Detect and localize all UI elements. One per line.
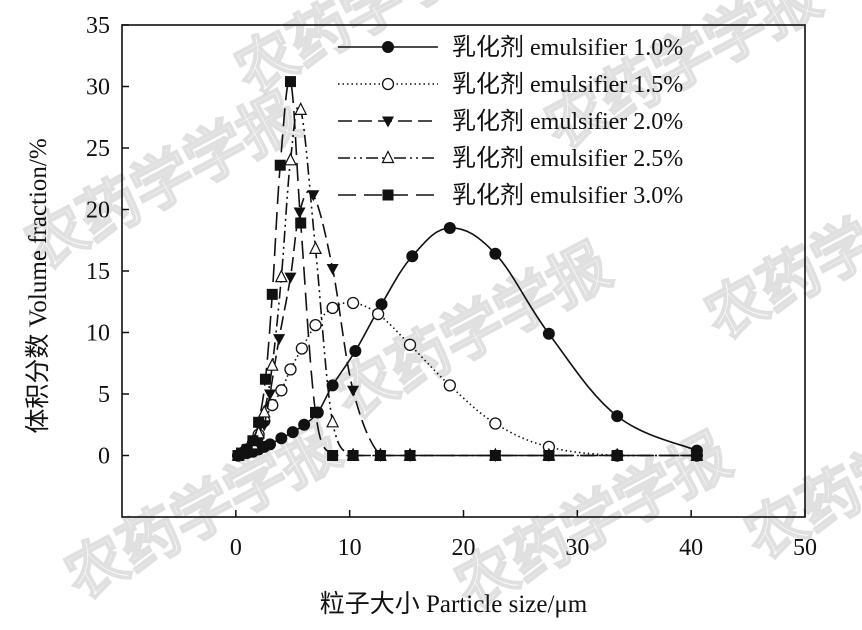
data-point	[294, 102, 308, 115]
data-point	[247, 435, 259, 447]
data-point	[381, 77, 395, 91]
y-tick-label: 5	[98, 382, 110, 408]
data-point	[542, 327, 555, 340]
y-tick-label: 15	[86, 259, 110, 285]
watermark-text: 农药学学报	[694, 151, 862, 354]
legend-label: 乳化剂 emulsifier 1.0%	[452, 34, 683, 61]
data-point	[691, 450, 703, 461]
x-axis-title: 粒子大小 Particle size/μm	[320, 590, 588, 618]
y-tick-label: 0	[98, 444, 110, 470]
data-point	[443, 379, 456, 392]
data-point	[236, 447, 248, 459]
data-point	[259, 373, 271, 385]
data-point	[382, 41, 394, 53]
watermark-text: 农药学学报	[324, 231, 622, 434]
data-point	[347, 385, 360, 397]
data-point	[241, 443, 253, 455]
legend-item: 乳化剂 emulsifier 2.5%	[338, 145, 683, 172]
data-point	[307, 190, 320, 202]
data-point	[309, 241, 322, 254]
x-tick-label: 10	[338, 535, 362, 561]
data-point	[298, 418, 311, 431]
y-tick-label: 20	[86, 198, 110, 224]
data-point	[381, 150, 395, 164]
legend: 乳化剂 emulsifier 1.0% 乳化剂 emulsifier 1.5% 乳化…	[338, 34, 683, 209]
x-tick-label: 0	[230, 535, 242, 561]
data-point	[382, 189, 394, 201]
data-point	[489, 450, 501, 461]
data-point	[326, 301, 339, 315]
legend-item: 乳化剂 emulsifier 2.0%	[338, 108, 683, 135]
watermark-text: 农药学学报	[54, 411, 352, 614]
data-point	[266, 288, 278, 300]
data-point	[346, 296, 360, 310]
data-point	[543, 450, 555, 461]
data-point	[284, 363, 297, 376]
data-point	[327, 450, 339, 461]
x-tick-label: 30	[565, 535, 589, 561]
data-point	[284, 152, 297, 166]
y-tick-label: 35	[86, 13, 110, 39]
watermark-text: 农药学学报	[14, 81, 312, 284]
data-point	[403, 338, 417, 351]
data-point	[266, 398, 279, 412]
data-point	[347, 450, 359, 461]
legend-label: 乳化剂 emulsifier 2.0%	[452, 108, 683, 135]
data-point	[275, 432, 288, 445]
y-tick-label: 30	[86, 75, 110, 101]
plot-area: 0 10 20 30 40 50 0 5 10 15 20 25 30 35	[86, 13, 817, 561]
legend-item: 乳化剂 emulsifier 1.0%	[338, 34, 683, 61]
data-point	[275, 384, 288, 397]
legend-item: 乳化剂 emulsifier 1.5%	[338, 71, 683, 98]
data-point	[404, 450, 416, 461]
data-point	[274, 159, 286, 171]
series-5	[232, 76, 703, 461]
x-tick-label: 20	[452, 535, 476, 561]
data-point	[295, 342, 309, 355]
data-point	[286, 426, 299, 439]
data-point	[371, 307, 385, 321]
data-point	[284, 272, 297, 284]
data-point	[489, 247, 502, 260]
data-point	[326, 264, 339, 276]
data-point	[349, 344, 362, 357]
data-point	[263, 389, 276, 401]
data-point	[374, 450, 386, 461]
data-point	[611, 450, 623, 461]
data-point	[326, 414, 340, 428]
data-point	[406, 250, 419, 263]
legend-label: 乳化剂 emulsifier 2.5%	[452, 145, 683, 172]
y-tick-label: 25	[86, 136, 110, 162]
legend-item: 乳化剂 emulsifier 3.0%	[338, 182, 683, 209]
data-point	[489, 417, 502, 430]
data-point	[274, 269, 288, 283]
legend-label: 乳化剂 emulsifier 1.5%	[452, 71, 683, 98]
data-point	[263, 438, 276, 451]
data-point	[326, 379, 339, 392]
data-point	[293, 207, 306, 219]
data-point	[284, 76, 296, 88]
data-point	[611, 410, 624, 423]
y-tick-label: 10	[86, 321, 110, 347]
legend-label: 乳化剂 emulsifier 3.0%	[452, 182, 683, 209]
data-point	[443, 221, 456, 234]
data-point	[253, 416, 265, 428]
data-point	[309, 318, 322, 332]
data-point	[265, 357, 279, 371]
data-point	[382, 116, 394, 128]
y-axis-title: 体积分数 Volume fraction/%	[24, 138, 52, 433]
data-point	[295, 217, 307, 229]
x-tick-label: 40	[679, 535, 703, 561]
data-point	[310, 406, 322, 418]
x-tick-label: 50	[793, 535, 817, 561]
